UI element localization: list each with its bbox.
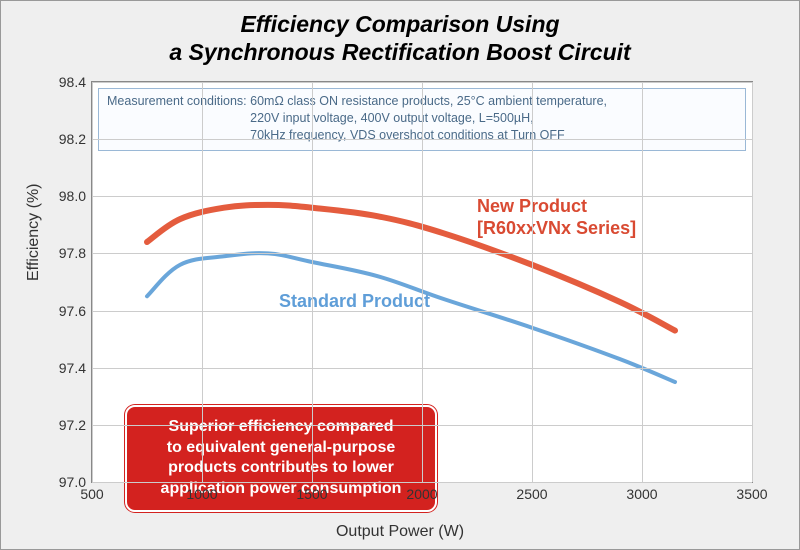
series-new-line2: [R60xxVNx Series]: [477, 218, 636, 238]
callout-box: Superior efficiency compared to equivale…: [125, 405, 437, 512]
series-label-new: New Product [R60xxVNx Series]: [477, 196, 636, 239]
ytick-label: 98.0: [59, 188, 92, 204]
xtick-label: 1000: [186, 482, 217, 502]
line-standard-product: [147, 253, 675, 382]
gridline-v: [642, 82, 643, 482]
series-label-standard: Standard Product: [279, 291, 430, 313]
gridline-v: [202, 82, 203, 482]
conditions-line-1: 60mΩ class ON resistance products, 25°C …: [250, 94, 607, 108]
chart-container: Efficiency Comparison Using a Synchronou…: [0, 0, 800, 550]
xtick-label: 3500: [736, 482, 767, 502]
xtick-label: 500: [80, 482, 103, 502]
conditions-line-2: 220V input voltage, 400V output voltage,…: [250, 111, 533, 125]
ytick-label: 97.4: [59, 360, 92, 376]
xtick-label: 2000: [406, 482, 437, 502]
ytick-label: 98.4: [59, 74, 92, 90]
series-std-line1: Standard Product: [279, 291, 430, 311]
ytick-label: 97.6: [59, 303, 92, 319]
ytick-label: 97.8: [59, 245, 92, 261]
title-line-2: a Synchronous Rectification Boost Circui…: [169, 39, 630, 65]
chart-title: Efficiency Comparison Using a Synchronou…: [1, 1, 799, 66]
x-axis-label: Output Power (W): [336, 523, 464, 541]
xtick-label: 3000: [626, 482, 657, 502]
conditions-lead: Measurement conditions:: [107, 94, 247, 108]
ytick-label: 98.2: [59, 131, 92, 147]
y-axis-label: Efficiency (%): [25, 183, 43, 281]
gridline-v: [752, 82, 753, 482]
ytick-label: 97.2: [59, 417, 92, 433]
gridline-v: [92, 82, 93, 482]
gridline-v: [422, 82, 423, 482]
xtick-label: 1500: [296, 482, 327, 502]
gridline-v: [312, 82, 313, 482]
gridline-v: [532, 82, 533, 482]
plot-area: Measurement conditions: 60mΩ class ON re…: [91, 81, 753, 483]
xtick-label: 2500: [516, 482, 547, 502]
title-line-1: Efficiency Comparison Using: [240, 11, 559, 37]
